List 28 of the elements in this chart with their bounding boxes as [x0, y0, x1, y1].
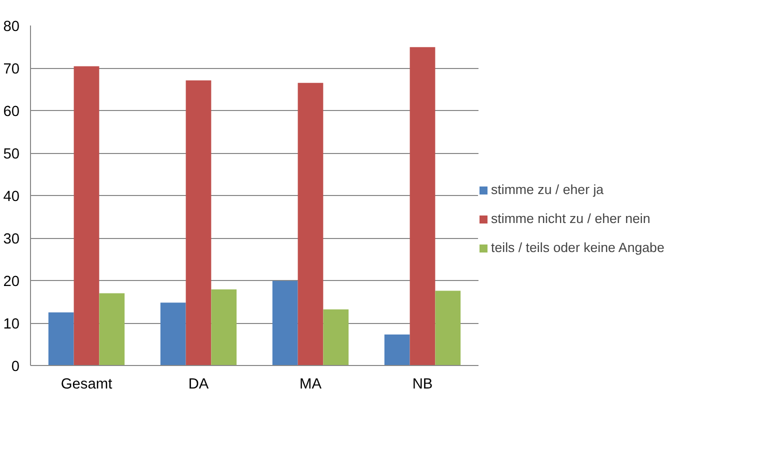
bar [384, 334, 410, 366]
y-tick-label: 40 [3, 189, 20, 205]
x-tick-label: MA [300, 376, 322, 392]
legend-label: teils / teils oder keine Angabe [491, 240, 664, 255]
y-tick-label: 0 [11, 359, 20, 375]
bar [160, 302, 186, 366]
bar [323, 309, 349, 366]
legend-label: stimme zu / eher ja [491, 182, 604, 197]
x-tick-label: NB [412, 376, 433, 392]
legend-label: stimme nicht zu / eher nein [491, 211, 650, 226]
bar [48, 312, 74, 366]
bar [298, 82, 324, 366]
y-tick-label: 80 [3, 19, 20, 35]
y-tick-label: 10 [3, 316, 20, 332]
bar [74, 66, 100, 366]
bar [410, 47, 436, 366]
bar [435, 290, 461, 366]
bar [211, 289, 237, 366]
y-tick-label: 50 [3, 146, 20, 162]
y-tick-label: 20 [3, 274, 20, 290]
y-tick-label: 60 [3, 104, 20, 120]
x-tick-label: Gesamt [60, 376, 112, 392]
y-tick-label: 70 [3, 62, 20, 78]
y-tick-label: 30 [3, 232, 20, 248]
x-tick-label: DA [188, 376, 209, 392]
bar [272, 280, 298, 366]
bar [99, 293, 125, 366]
bar [186, 80, 212, 366]
